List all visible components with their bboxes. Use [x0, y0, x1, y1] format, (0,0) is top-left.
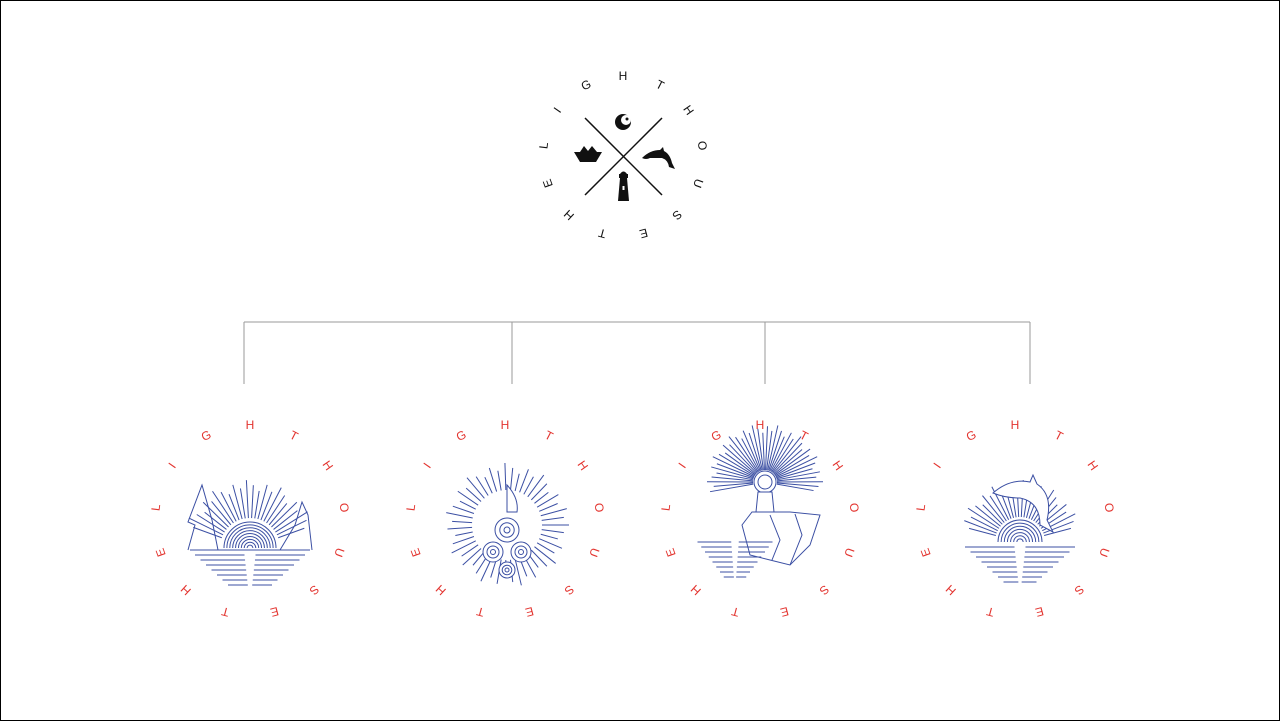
lighthouse-icon — [618, 171, 629, 201]
ring-letter: E — [1034, 604, 1045, 620]
waves-sailboat-icon — [446, 463, 569, 586]
ring-letter: S — [561, 582, 576, 598]
ring-letter: H — [320, 458, 336, 473]
ring-letter: G — [454, 427, 469, 444]
ring-letter: O — [337, 502, 352, 513]
ring-letter: H — [1011, 418, 1020, 432]
ring-letter: T — [542, 428, 556, 444]
ring-letter: G — [579, 77, 594, 94]
ring-letter: E — [269, 604, 280, 620]
ring-letter: T — [1052, 428, 1066, 444]
ring-letter: E — [779, 604, 790, 620]
variant-emblem-1: T H E L I G H T H O U S E — [148, 418, 351, 620]
ring-letter: H — [943, 582, 959, 598]
paper-boat-icon — [574, 146, 602, 162]
connector-lines — [243, 321, 1031, 384]
ring-letter: I — [675, 460, 688, 471]
ring-letter: T — [984, 604, 995, 620]
ring-letter: H — [756, 418, 765, 432]
ring-letter: T — [596, 225, 607, 241]
ring-letter: H — [575, 458, 591, 473]
ring-letter: G — [709, 427, 724, 444]
ring-letter: I — [165, 460, 178, 471]
variant-emblem-3: T H E L I G H T H O U S E — [658, 418, 861, 620]
variant-emblem-4: T H E L I G H T H O U S E — [913, 418, 1116, 620]
variant-emblem-2: T H E L I G H T H O U S E — [403, 418, 606, 620]
ring-letter: U — [690, 177, 706, 190]
dolphin-sunset-icon — [964, 473, 1076, 583]
ring-letter: T — [653, 77, 667, 93]
ring-letter: U — [841, 546, 857, 559]
ring-letter: U — [331, 546, 347, 559]
ring-letter: I — [420, 460, 433, 471]
ring-letter: L — [913, 503, 928, 512]
ring-letter: T — [474, 604, 485, 620]
ring-letter: I — [930, 460, 943, 471]
ring-letter: S — [306, 582, 321, 598]
ring-letter: H — [178, 582, 194, 598]
cross-line — [584, 117, 663, 196]
ring-letter: E — [153, 546, 169, 558]
ring-letter: G — [964, 427, 979, 444]
ring-letter: L — [403, 503, 418, 512]
ring-letter: H — [501, 418, 510, 432]
ring-letter: T — [729, 604, 740, 620]
ring-letter: T — [219, 604, 230, 620]
dolphin-icon — [642, 147, 675, 169]
ring-letter: L — [536, 141, 551, 150]
ring-letter: G — [199, 427, 214, 444]
ring-letter: L — [658, 503, 673, 512]
crescent-moon-icon — [615, 114, 631, 130]
ring-letter: E — [918, 546, 934, 558]
ring-letter: E — [540, 177, 556, 189]
ring-letter: S — [816, 582, 831, 598]
ring-letter: S — [1071, 582, 1086, 598]
ring-letter: H — [433, 582, 449, 598]
ring-letter: E — [638, 225, 649, 241]
ring-letter: H — [1085, 458, 1101, 473]
ring-letter: E — [524, 604, 535, 620]
sunset-cliffs-icon — [187, 480, 313, 586]
ring-letter: U — [1096, 546, 1112, 559]
ring-letter: T — [287, 428, 301, 444]
ring-letter: U — [586, 546, 602, 559]
ring-letter: H — [619, 69, 628, 83]
ring-letter: H — [830, 458, 846, 473]
ring-letter: E — [408, 546, 424, 558]
ring-letter: H — [680, 103, 696, 118]
lighthouse-cliff-icon — [697, 425, 824, 578]
ring-letter: H — [246, 418, 255, 432]
ring-letter: S — [669, 207, 684, 223]
ring-letter: O — [695, 140, 710, 151]
ring-letter: O — [592, 502, 607, 513]
ring-letter: L — [148, 503, 163, 512]
ring-letter: O — [847, 502, 862, 513]
ring-letter: H — [561, 207, 577, 223]
ring-letter: T — [797, 428, 811, 444]
ring-letter: E — [663, 546, 679, 558]
ring-letter: H — [688, 582, 704, 598]
ring-letter: O — [1102, 502, 1117, 513]
ring-letter: I — [551, 105, 564, 116]
